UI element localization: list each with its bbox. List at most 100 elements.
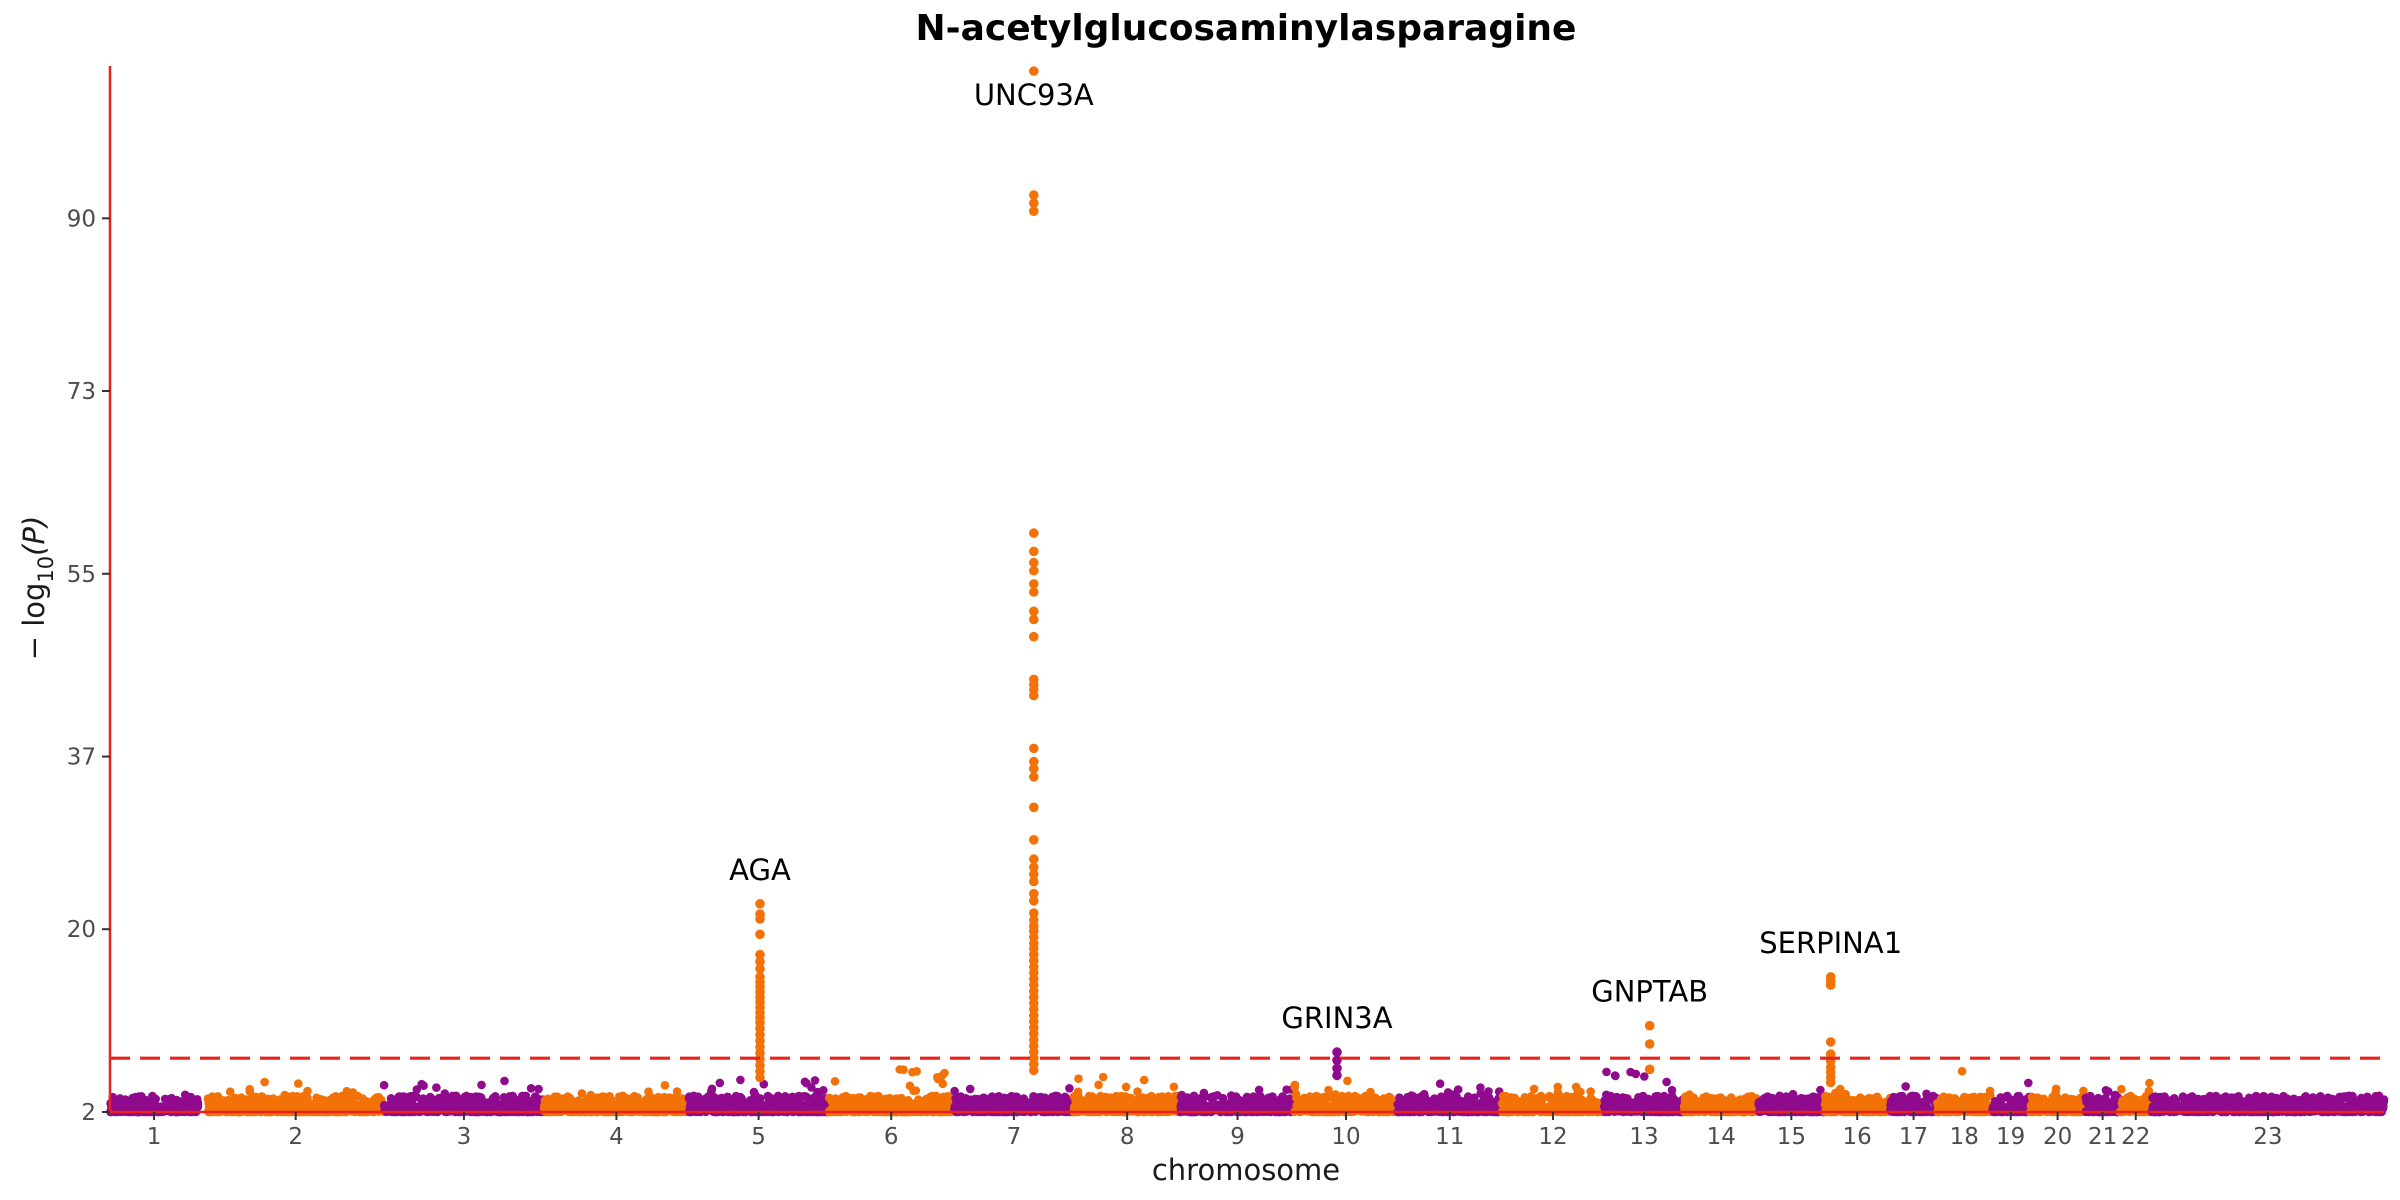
snp-point (432, 1083, 441, 1092)
snp-point (1739, 1096, 1748, 1106)
snp-point (1218, 1093, 1228, 1103)
snp-point (1667, 1085, 1677, 1095)
chromosome-points-10 (1290, 1076, 1402, 1117)
snp-point (800, 1077, 810, 1087)
snp-point (698, 1097, 708, 1106)
snp-point (1626, 1067, 1635, 1077)
snp-point (223, 1095, 233, 1105)
snp-point (500, 1076, 509, 1086)
snp-point (1094, 1080, 1103, 1090)
snp-point (736, 1075, 745, 1085)
snp-point (1768, 1093, 1777, 1103)
snp-point (209, 1099, 218, 1109)
snp-point (809, 1099, 818, 1108)
snp-point (336, 1099, 345, 1109)
snp-point (875, 1098, 884, 1107)
snp-point (719, 1099, 729, 1109)
snp-point (794, 1091, 803, 1101)
snp-point (598, 1093, 608, 1102)
snp-point (1610, 1071, 1620, 1080)
snp-point (394, 1092, 404, 1101)
snp-point (1640, 1072, 1649, 1081)
snp-point (856, 1099, 866, 1108)
chromosome-points-3 (379, 1076, 549, 1117)
snp-point (908, 1067, 917, 1077)
snp-point (835, 1096, 845, 1105)
snp-point (715, 1078, 725, 1088)
snp-point (282, 1091, 291, 1101)
snp-point (1638, 1091, 1648, 1101)
snp-point (1712, 1094, 1722, 1104)
snp-point (756, 1094, 765, 1103)
snp-point (810, 1076, 820, 1085)
snp-point (1229, 1096, 1238, 1105)
snp-point (418, 1094, 428, 1103)
snp-point (208, 1092, 217, 1101)
snp-point (938, 1079, 948, 1089)
snp-point (665, 1093, 674, 1103)
chromosome-band-2 (207, 1106, 384, 1112)
chromosome-band-1 (110, 1106, 199, 1112)
snp-point (500, 1094, 510, 1103)
snp-point (644, 1087, 653, 1096)
snp-point (1662, 1077, 1671, 1087)
snp-point (1147, 1091, 1156, 1101)
snp-point (911, 1086, 921, 1095)
snp-point (1032, 1093, 1042, 1102)
snp-point (1169, 1082, 1179, 1092)
snp-point (1039, 1099, 1049, 1108)
snp-point (540, 1096, 550, 1105)
snp-point (1139, 1075, 1149, 1085)
snp-point (1065, 1084, 1074, 1093)
chart-title: N-acetylglucosaminylasparagine (916, 8, 1577, 49)
snp-point (148, 1091, 157, 1101)
snp-point (1098, 1072, 1108, 1082)
snp-point (1788, 1089, 1798, 1099)
snp-point (359, 1095, 368, 1104)
snp-point (618, 1091, 628, 1101)
snp-point (660, 1081, 670, 1090)
snp-point (294, 1079, 303, 1088)
snp-point (1053, 1092, 1062, 1101)
snp-point (519, 1094, 528, 1104)
snp-point (1507, 1098, 1517, 1108)
snp-point (1074, 1074, 1083, 1083)
snp-point (1126, 1093, 1136, 1103)
snp-point (895, 1065, 904, 1074)
snp-point (426, 1098, 436, 1108)
snp-point (1553, 1088, 1563, 1097)
snp-point (1114, 1094, 1124, 1104)
chromosome-points-4 (539, 1081, 694, 1117)
snp-point (337, 1091, 347, 1101)
snp-point (229, 1096, 239, 1105)
snp-point (707, 1092, 716, 1102)
snp-point (1578, 1096, 1588, 1105)
snp-point (1519, 1097, 1528, 1106)
snp-point (1536, 1091, 1546, 1101)
snp-point (547, 1098, 556, 1108)
snp-point (723, 1092, 732, 1102)
snp-point (1408, 1092, 1418, 1101)
snp-point (1545, 1091, 1554, 1101)
snp-point (965, 1084, 975, 1094)
snp-point (903, 1095, 913, 1105)
snp-point (1060, 1092, 1070, 1102)
snp-point (1419, 1089, 1429, 1099)
snp-point (1321, 1092, 1330, 1102)
snp-point (241, 1097, 251, 1106)
snp-point (773, 1091, 783, 1101)
snp-point (1465, 1097, 1475, 1106)
snp-point (115, 1094, 125, 1103)
snp-point (474, 1092, 484, 1102)
snp-point (885, 1096, 895, 1106)
snp-point (258, 1092, 268, 1102)
snp-point (1681, 1092, 1690, 1101)
chromosome-band-6 (828, 1106, 955, 1112)
snp-point (1105, 1097, 1115, 1107)
snp-point (1864, 1094, 1873, 1104)
snp-point (780, 1094, 790, 1104)
snp-point (1209, 1092, 1218, 1101)
snp-point (1476, 1089, 1485, 1098)
snp-point (186, 1096, 195, 1106)
